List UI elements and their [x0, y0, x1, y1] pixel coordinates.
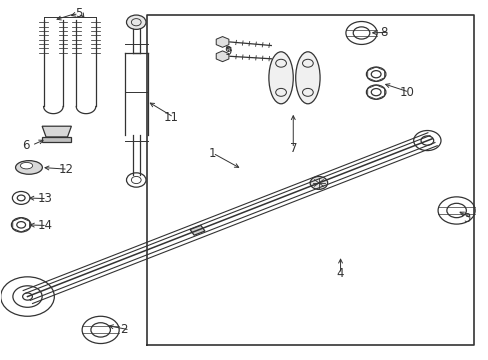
Text: 1: 1	[209, 147, 216, 159]
Text: 2: 2	[120, 323, 127, 336]
Text: 14: 14	[37, 219, 52, 232]
Ellipse shape	[20, 162, 33, 169]
Text: 5: 5	[75, 7, 82, 20]
Polygon shape	[42, 126, 71, 137]
Ellipse shape	[295, 52, 320, 104]
Circle shape	[309, 176, 327, 189]
Text: 6: 6	[22, 139, 30, 152]
Text: 9: 9	[224, 45, 231, 58]
Text: 11: 11	[163, 111, 179, 124]
Text: 7: 7	[289, 142, 296, 155]
Text: 8: 8	[379, 26, 386, 39]
Bar	[190, 225, 204, 235]
Text: 4: 4	[336, 267, 344, 280]
Text: 12: 12	[58, 163, 73, 176]
Polygon shape	[216, 37, 228, 47]
Polygon shape	[216, 51, 228, 62]
Polygon shape	[42, 137, 71, 142]
Ellipse shape	[268, 52, 293, 104]
Text: 3: 3	[462, 212, 469, 225]
Circle shape	[126, 15, 146, 30]
Text: 10: 10	[399, 86, 414, 99]
Text: 13: 13	[37, 192, 52, 205]
Ellipse shape	[16, 161, 42, 174]
